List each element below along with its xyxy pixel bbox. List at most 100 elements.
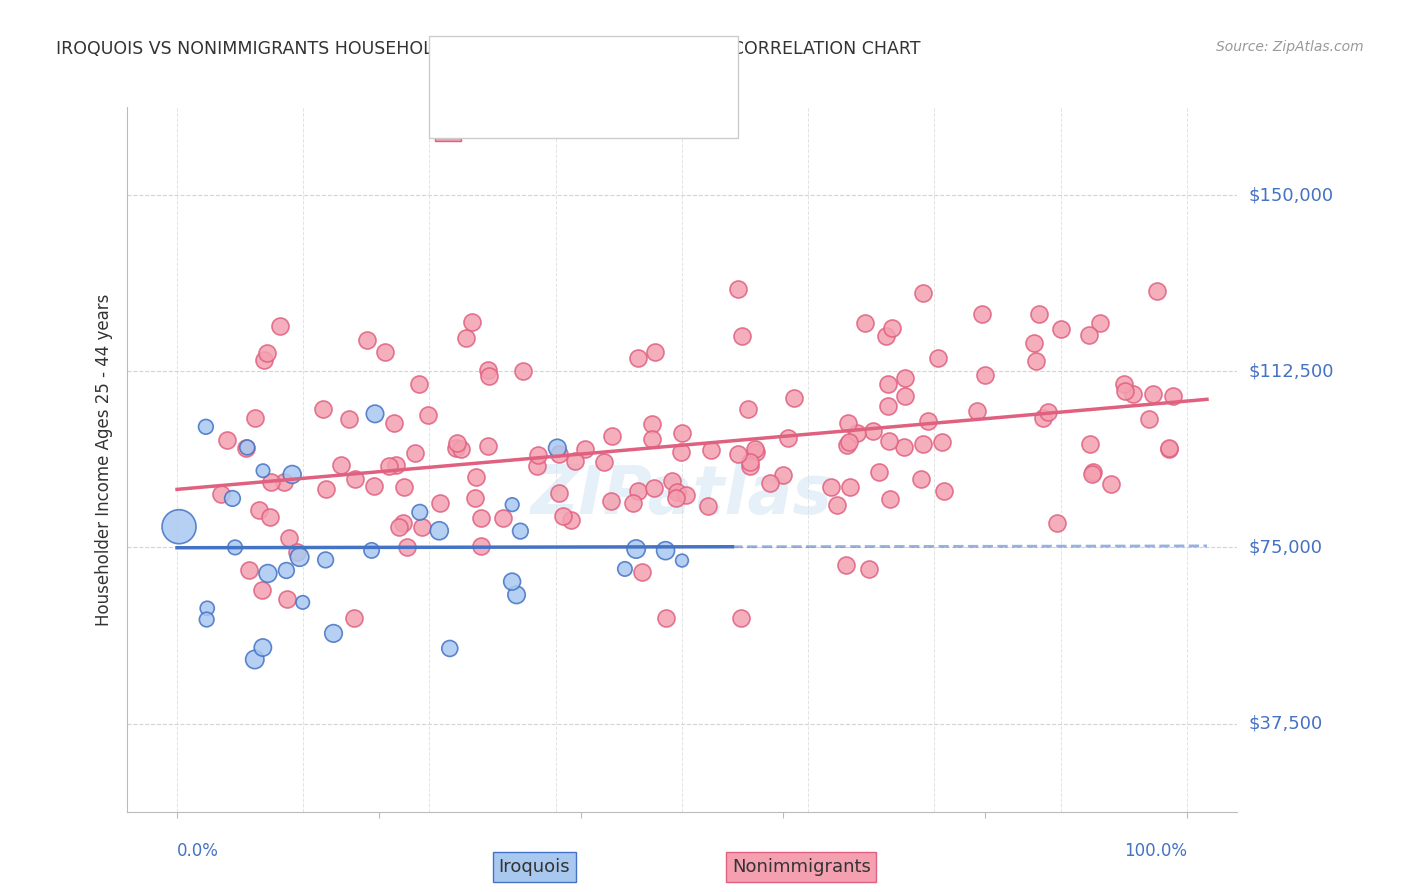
Point: [252, 640, 274, 655]
Point: [970, 307, 993, 321]
Point: [477, 439, 499, 453]
Point: [1028, 307, 1050, 321]
Point: [450, 442, 472, 456]
Point: [281, 467, 304, 482]
Point: [1142, 386, 1164, 401]
Point: [600, 428, 623, 442]
Point: [696, 499, 718, 513]
Point: [1050, 322, 1073, 336]
Point: [492, 511, 515, 525]
Point: [839, 480, 862, 494]
Point: [269, 318, 291, 333]
Point: [247, 503, 270, 517]
Point: [624, 542, 647, 557]
Point: [356, 334, 378, 348]
Point: [931, 434, 953, 449]
Point: [501, 498, 523, 512]
Point: [446, 436, 468, 450]
Point: [364, 407, 387, 421]
Point: [868, 466, 890, 480]
Point: [744, 442, 766, 457]
Point: [394, 480, 416, 494]
Point: [641, 417, 664, 431]
Point: [666, 485, 689, 500]
Point: [256, 346, 278, 360]
Point: [312, 401, 335, 416]
Point: [862, 424, 884, 438]
Point: [858, 562, 880, 576]
Point: [548, 486, 571, 500]
Text: $112,500: $112,500: [1249, 362, 1334, 380]
Point: [665, 491, 688, 505]
Point: [194, 420, 217, 434]
Point: [456, 331, 478, 345]
Point: [360, 543, 382, 558]
Text: IROQUOIS VS NONIMMIGRANTS HOUSEHOLDER INCOME AGES 25 - 44 YEARS CORRELATION CHAR: IROQUOIS VS NONIMMIGRANTS HOUSEHOLDER IN…: [56, 40, 921, 58]
Point: [671, 553, 693, 567]
Point: [745, 444, 768, 458]
Point: [1046, 516, 1069, 531]
Point: [260, 475, 283, 489]
Point: [243, 410, 266, 425]
Text: N =: N =: [598, 119, 631, 136]
Point: [478, 369, 501, 384]
Point: [1025, 354, 1047, 368]
Point: [893, 389, 915, 403]
Text: $75,000: $75,000: [1249, 539, 1323, 557]
Point: [600, 494, 623, 508]
Point: [783, 392, 806, 406]
Point: [253, 353, 276, 368]
Text: Nonimmigrants: Nonimmigrants: [733, 858, 870, 876]
Point: [879, 491, 901, 506]
Text: Iroquois: Iroquois: [499, 858, 569, 876]
Text: 145: 145: [644, 119, 682, 136]
Point: [669, 444, 692, 458]
Point: [877, 434, 900, 449]
Point: [927, 351, 949, 365]
Point: [195, 613, 218, 627]
Point: [846, 425, 869, 440]
Point: [837, 416, 859, 430]
Point: [564, 453, 586, 467]
Point: [391, 516, 413, 530]
Point: [411, 520, 433, 534]
Point: [250, 582, 273, 597]
Point: [838, 435, 860, 450]
Point: [547, 447, 569, 461]
Point: [278, 531, 301, 545]
Point: [1083, 465, 1105, 479]
Point: [973, 368, 995, 382]
Point: [461, 315, 484, 329]
Point: [655, 611, 678, 625]
Point: [853, 316, 876, 330]
Point: [416, 408, 439, 422]
Point: [727, 282, 749, 296]
Point: [315, 483, 337, 497]
Point: [877, 399, 900, 413]
Point: [276, 564, 298, 578]
Point: [501, 574, 523, 589]
Point: [893, 440, 915, 454]
Point: [374, 345, 396, 359]
Point: [1137, 412, 1160, 426]
Point: [738, 455, 761, 469]
Point: [343, 611, 366, 625]
Point: [464, 469, 486, 483]
Point: [382, 416, 405, 430]
Point: [315, 553, 337, 567]
Point: [385, 458, 408, 472]
Point: [273, 475, 295, 490]
Point: [737, 401, 759, 416]
Point: [527, 448, 550, 462]
Text: R =: R =: [482, 119, 522, 136]
Point: [772, 467, 794, 482]
Point: [643, 481, 665, 495]
Point: [574, 442, 596, 457]
Point: [329, 458, 352, 473]
Point: [409, 505, 432, 519]
Point: [731, 329, 754, 343]
Point: [551, 508, 574, 523]
Point: [288, 550, 311, 565]
Point: [439, 641, 461, 656]
Point: [1112, 377, 1135, 392]
